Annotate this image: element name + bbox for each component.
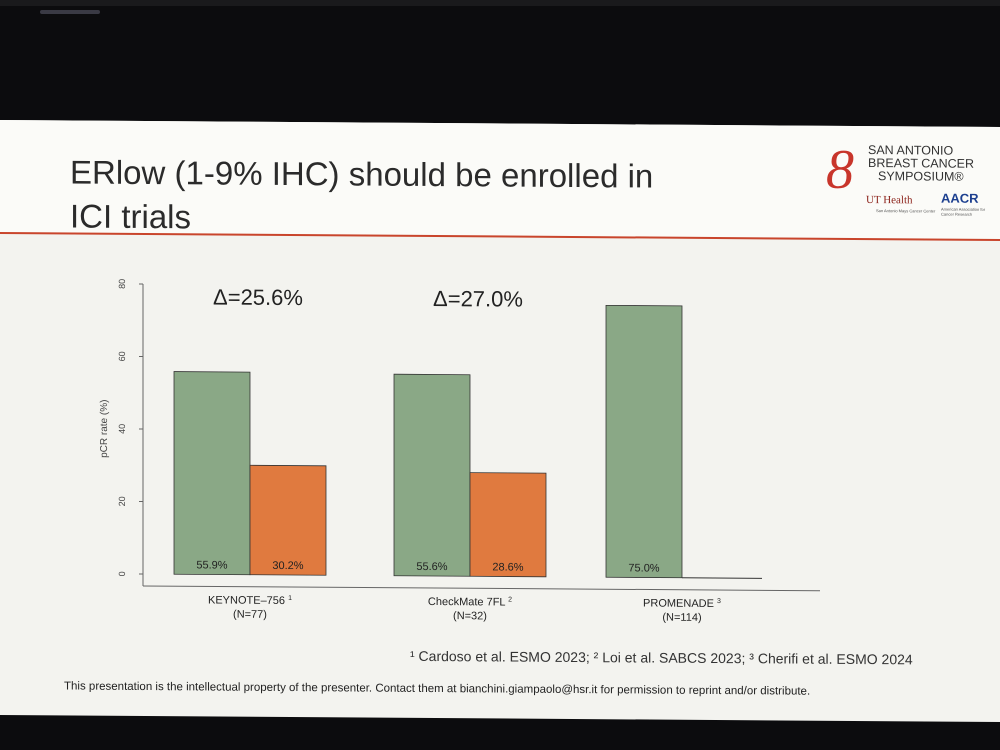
- bar-orange: [249, 464, 327, 576]
- pcr-bar-chart: 0 20 40 60 80 pCR rate (%) 55.9% 30.2% KEYNOTE–7…: [99, 279, 820, 624]
- bar-green: [605, 304, 683, 579]
- x-category-n: (N=77): [233, 609, 267, 621]
- bar-green: [173, 371, 251, 576]
- y-tick-label: 40: [117, 424, 127, 434]
- delta-annotation: Δ=25.6%: [213, 284, 303, 310]
- y-tick-label: 0: [117, 571, 127, 576]
- reference-superscript: 2: [508, 597, 512, 604]
- x-category-label: KEYNOTE–756 1: [208, 594, 292, 607]
- empty-bar-baseline: [682, 577, 762, 579]
- delta-annotation: Δ=27.0%: [433, 286, 523, 312]
- x-axis-line: [143, 585, 820, 592]
- y-axis-title: pCR rate (%): [99, 400, 110, 458]
- reference-superscript: 1: [288, 595, 292, 602]
- x-category-label: PROMENADE 3: [643, 597, 721, 610]
- screen-reflection: [40, 10, 100, 14]
- x-category-n: (N=114): [662, 612, 701, 624]
- reference-superscript: 3: [717, 598, 721, 605]
- y-tick-label: 20: [117, 496, 127, 506]
- bar-value-label: 55.6%: [416, 561, 447, 573]
- bar-value-label: 75.0%: [628, 562, 659, 574]
- y-tick-label: 80: [117, 279, 127, 289]
- bar-green: [393, 373, 471, 577]
- bar-orange: [469, 472, 547, 578]
- bar-value-label: 28.6%: [492, 561, 523, 573]
- bar-value-label: 55.9%: [196, 559, 227, 571]
- screen-top-edge: [0, 0, 1000, 6]
- y-tick-label: 60: [117, 351, 127, 361]
- presentation-slide: ERlow (1-9% IHC) should be enrolled in I…: [0, 120, 1000, 722]
- bar-value-label: 30.2%: [272, 560, 303, 572]
- x-category-label: CheckMate 7FL 2: [428, 596, 512, 609]
- x-category-n: (N=32): [453, 610, 487, 622]
